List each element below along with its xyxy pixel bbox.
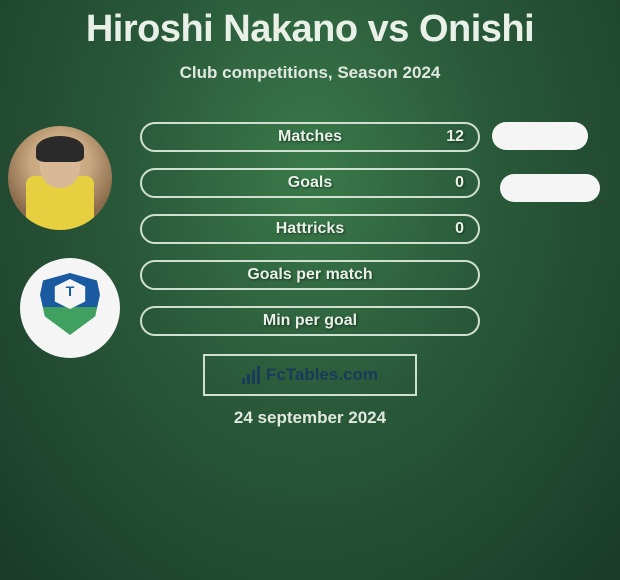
stat-row-gpm: Goals per match: [140, 260, 480, 290]
stat-label: Goals per match: [247, 266, 372, 284]
player1-hair: [36, 136, 84, 162]
stat-row-hattricks: Hattricks 0: [140, 214, 480, 244]
stat-value: 12: [446, 128, 464, 146]
date-text: 24 september 2024: [0, 408, 620, 428]
stat-row-goals: Goals 0: [140, 168, 480, 198]
stat-value: 0: [455, 174, 464, 192]
stat-label: Goals: [288, 174, 332, 192]
badge-letter: T: [66, 283, 75, 299]
subtitle: Club competitions, Season 2024: [0, 63, 620, 83]
stat-label: Matches: [278, 128, 342, 146]
side-pill: [500, 174, 600, 202]
stat-row-mpg: Min per goal: [140, 306, 480, 336]
stat-label: Hattricks: [276, 220, 344, 238]
brand-box: FcTables.com: [203, 354, 417, 396]
side-pill: [492, 122, 588, 150]
player1-avatar: [8, 126, 112, 230]
bar-chart-icon: [242, 366, 260, 384]
stat-value: 0: [455, 220, 464, 238]
club-badge: T: [40, 273, 100, 343]
stats-container: Matches 12 Goals 0 Hattricks 0 Goals per…: [140, 122, 480, 352]
brand-text: FcTables.com: [266, 365, 378, 385]
stat-row-matches: Matches 12: [140, 122, 480, 152]
page-title: Hiroshi Nakano vs Onishi: [0, 0, 620, 51]
stat-label: Min per goal: [263, 312, 357, 330]
player2-avatar: T: [20, 258, 120, 358]
